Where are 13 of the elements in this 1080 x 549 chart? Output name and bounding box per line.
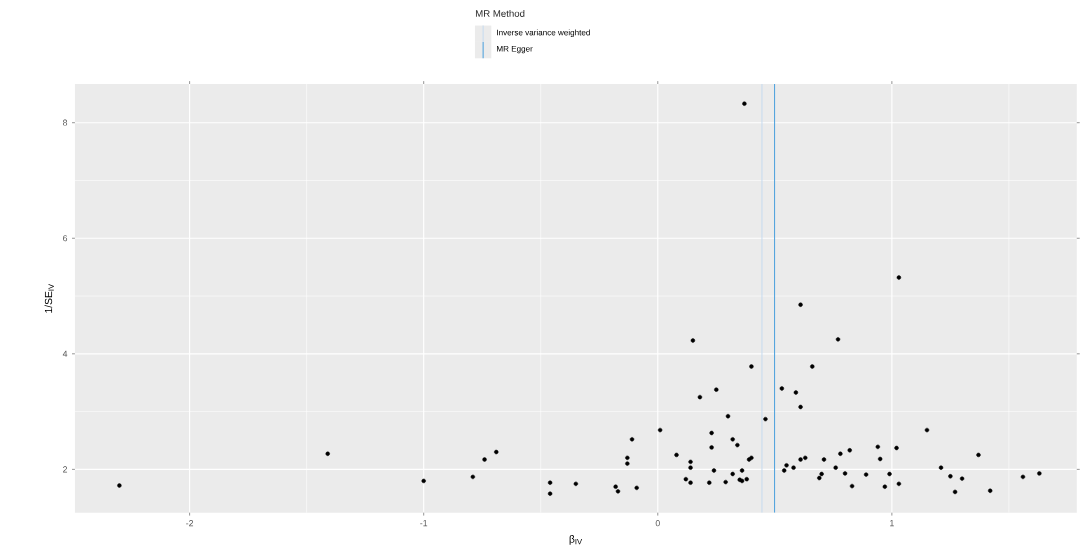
legend-title: MR Method [475,9,525,17]
x-tick-label: -1 [420,520,428,527]
y-tick-label: 6 [63,235,68,242]
y-tick-label: 4 [62,350,68,357]
legend-label: MR Egger [497,45,533,54]
x-axis-title: β$_{IV}$ [569,535,583,545]
y-tick-label: 8 [63,119,68,126]
x-tick-label: -2 [186,520,194,527]
legend-label: Inverse variance weighted [497,29,590,37]
y-tick-label: 2 [63,466,68,473]
y-axis-title: 1/SE$_{IV}$ [44,283,54,313]
x-tick-label: 1 [890,520,894,527]
x-tick-label: 0 [655,520,660,527]
